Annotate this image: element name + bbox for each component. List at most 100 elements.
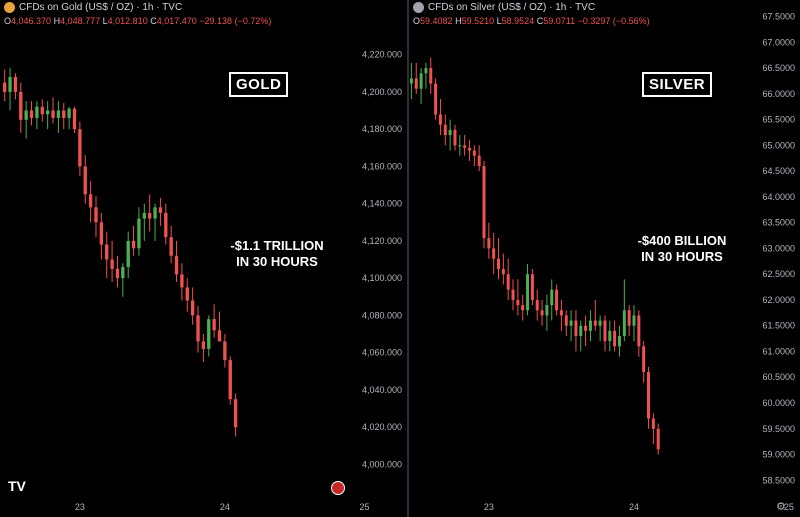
gold-x-tick-label: 25	[359, 502, 369, 512]
gold-candle-body	[148, 212, 152, 219]
silver-candle-body	[574, 320, 578, 337]
silver-candle-body	[424, 68, 428, 74]
gold-symbol-title[interactable]: CFDs on Gold (US$ / OZ) · 1h · TVC	[19, 2, 183, 13]
silver-x-tick-label: 23	[484, 502, 494, 512]
silver-candle-body	[598, 320, 602, 326]
tradingview-logo-icon[interactable]: TV	[8, 478, 26, 494]
silver-y-tick-label: 63.0000	[762, 243, 795, 253]
gold-candlestick-chart[interactable]: 4,000.000 4,020.000 4,040.000 4,060.000 4,08…	[0, 0, 407, 517]
silver-candle-body	[617, 336, 621, 347]
silver-y-tick-label: 67.0000	[762, 37, 795, 47]
gold-candle-body	[88, 194, 93, 208]
silver-candle-body	[535, 299, 539, 311]
silver-candle-body	[472, 150, 476, 156]
silver-candle-body	[526, 274, 530, 311]
gold-candle-body	[19, 91, 23, 120]
silver-y-tick-label: 60.5000	[762, 372, 795, 382]
silver-candle-body	[656, 428, 660, 450]
silver-candle-body	[477, 155, 481, 166]
silver-candle-body	[613, 330, 617, 347]
silver-candle-body	[584, 325, 588, 331]
gold-candle-body	[169, 237, 173, 256]
silver-candle-body	[588, 320, 592, 331]
silver-symbol-title[interactable]: CFDs on Silver (US$ / OZ) · 1h · TVC	[428, 2, 596, 13]
gold-candle-body	[72, 108, 77, 130]
gold-candle-body	[78, 129, 82, 167]
silver-y-tick-label: 62.5000	[762, 269, 795, 279]
gold-candle-body	[126, 240, 130, 267]
silver-y-tick-label: 59.0000	[762, 450, 795, 460]
silver-y-tick-label: 61.5000	[762, 321, 795, 331]
panel-divider	[407, 0, 409, 517]
silver-candle-body	[443, 124, 447, 136]
silver-y-tick-label: 65.5000	[762, 115, 795, 125]
gold-y-tick-label: 4,100.000	[362, 273, 402, 283]
silver-candle-body	[521, 305, 525, 311]
gold-y-tick-label: 4,140.000	[362, 199, 402, 209]
silver-candle-body	[434, 83, 438, 115]
silver-candle-body	[559, 310, 563, 316]
gold-candle-body	[3, 82, 7, 92]
silver-y-tick-label: 64.0000	[762, 192, 795, 202]
silver-y-tick-label: 61.0000	[762, 346, 795, 356]
gold-candle-body	[51, 110, 55, 118]
gold-candle-body	[62, 110, 66, 118]
gold-ohlc-readout: O4,046.370 H4,048.777 L4,012.810 C4,017.…	[4, 16, 272, 26]
silver-candle-body	[545, 305, 549, 316]
gold-candle-body	[13, 76, 18, 92]
silver-candle-body	[593, 320, 597, 326]
gold-candle-body	[212, 319, 216, 331]
gold-candle-body	[40, 106, 44, 115]
gold-candle-body	[8, 76, 12, 92]
silver-candle-body	[608, 330, 612, 342]
silver-candle-body	[463, 145, 467, 148]
gold-y-tick-label: 4,180.000	[362, 124, 402, 134]
silver-candle-body	[497, 258, 501, 270]
silver-x-tick-label: 25	[784, 502, 794, 512]
gold-candle-body	[174, 255, 179, 275]
silver-candle-body	[637, 315, 641, 347]
gold-candle-body	[45, 110, 50, 115]
gold-candle-body	[201, 341, 206, 349]
gold-candle-body	[164, 212, 168, 238]
silver-candle-body	[419, 73, 423, 89]
gold-y-tick-label: 4,060.000	[362, 348, 402, 358]
gold-candle-body	[190, 300, 195, 316]
settings-gear-icon[interactable]: ⚙	[776, 501, 786, 513]
gold-candle-body	[56, 110, 61, 118]
silver-candle-body	[540, 310, 544, 316]
gold-y-tick-label: 4,160.000	[362, 161, 402, 171]
gold-candle-body	[153, 207, 157, 219]
silver-candle-body	[409, 78, 413, 84]
silver-candle-body	[501, 269, 505, 275]
silver-y-tick-label: 66.5000	[762, 63, 795, 73]
silver-candle-body	[627, 310, 631, 326]
gold-x-tick-label: 24	[220, 502, 230, 512]
gold-candle-body	[35, 106, 39, 118]
gold-candle-body	[115, 268, 120, 279]
silver-candle-body	[414, 78, 418, 89]
gold-candle-body	[110, 259, 114, 269]
silver-candle-body	[564, 315, 568, 326]
silver-candle-body	[492, 248, 496, 259]
silver-candle-body	[516, 299, 520, 306]
gold-y-tick-label: 4,120.000	[362, 236, 402, 246]
silver-candle-body	[506, 274, 510, 290]
silver-y-tick-label: 59.5000	[762, 424, 795, 434]
gold-y-tick-label: 4,080.000	[362, 310, 402, 320]
silver-chart-panel: 58.5000 59.0000 59.5000 60.0000 60.5000 61.00…	[409, 0, 800, 517]
gold-candle-body	[67, 108, 71, 118]
gold-candle-body	[94, 207, 98, 223]
gold-annotation: -$1.1 TRILLION IN 30 HOURS	[230, 238, 324, 269]
gold-candle-body	[158, 207, 163, 213]
silver-candle-body	[438, 114, 442, 125]
silver-y-tick-label: 65.0000	[762, 140, 795, 150]
gold-label: GOLD	[229, 72, 289, 97]
gold-candle-body	[185, 287, 189, 301]
silver-candle-body	[647, 372, 651, 419]
silver-candlestick-chart[interactable]: 58.5000 59.0000 59.5000 60.0000 60.5000 61.00…	[409, 0, 800, 517]
silver-candle-body	[487, 238, 491, 249]
gold-y-tick-label: 4,040.000	[362, 385, 402, 395]
silver-coin-icon	[413, 2, 424, 13]
silver-candle-body	[579, 325, 583, 337]
